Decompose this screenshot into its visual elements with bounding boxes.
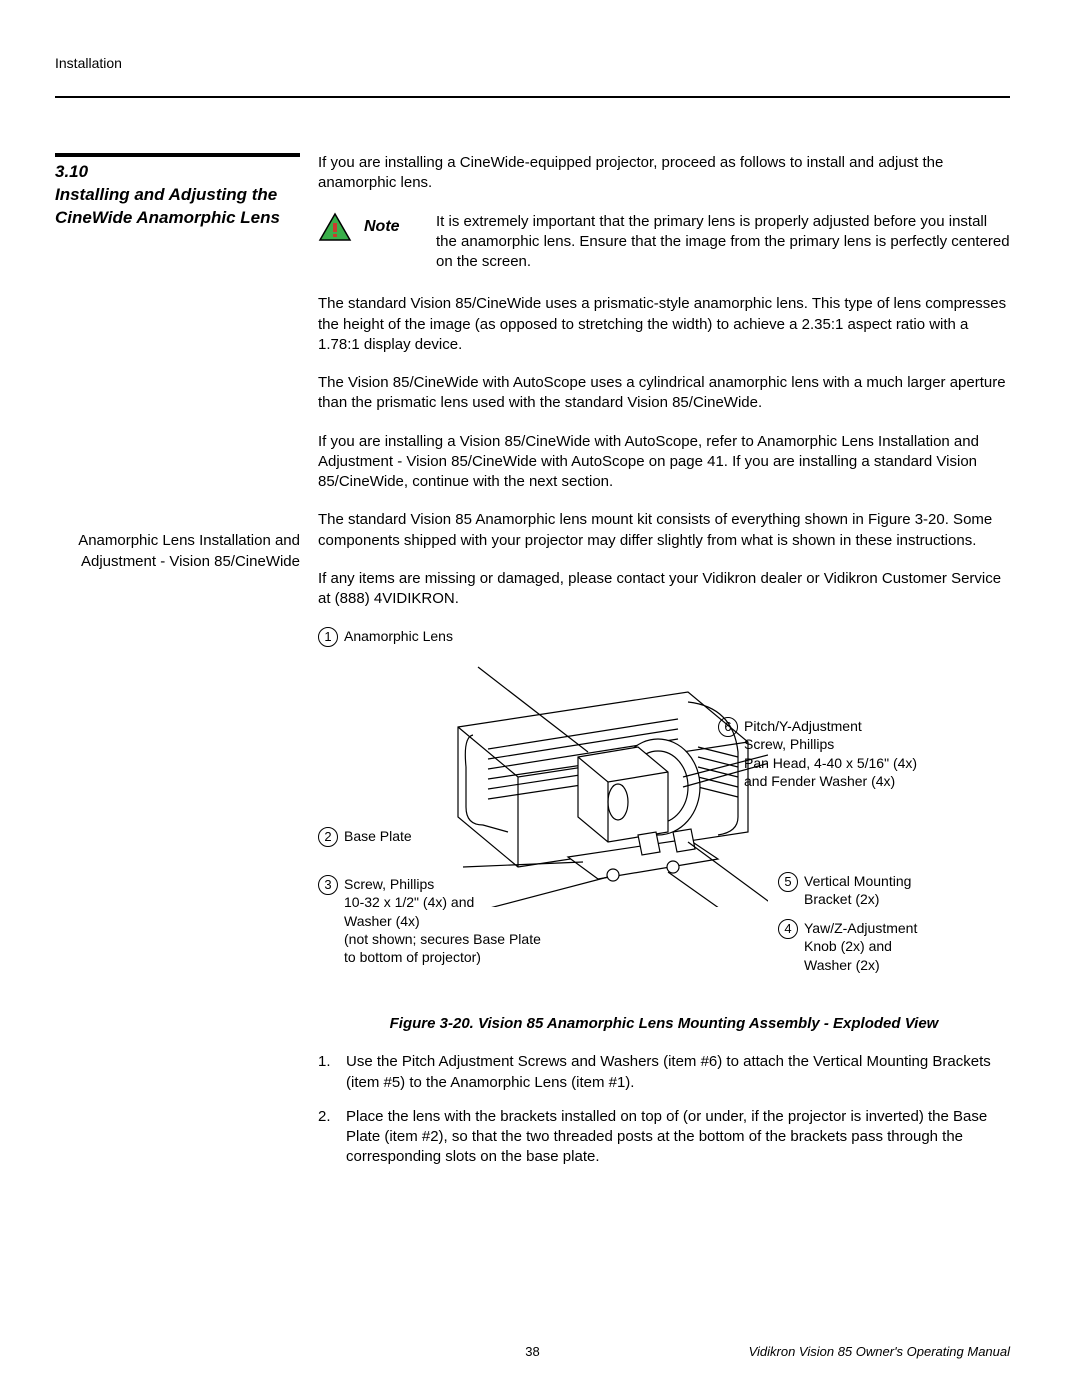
- section-bar: [55, 153, 300, 157]
- step-1: Use the Pitch Adjustment Screws and Wash…: [318, 1052, 1010, 1093]
- section-number: 3.10: [55, 162, 88, 181]
- callout-num-4: 4: [778, 919, 798, 939]
- callout-num-5: 5: [778, 872, 798, 892]
- warning-triangle-icon: [318, 212, 352, 242]
- paragraph-5: If any items are missing or damaged, ple…: [318, 569, 1010, 610]
- callout-text-6: Pitch/Y-Adjustment Screw, Phillips Pan H…: [744, 717, 917, 790]
- step-list: Use the Pitch Adjustment Screws and Wash…: [318, 1052, 1010, 1167]
- callout-3: 3 Screw, Phillips 10-32 x 1/2" (4x) and …: [318, 875, 541, 966]
- callout-num-3: 3: [318, 875, 338, 895]
- left-column: 3.10 Installing and Adjusting the CineWi…: [55, 153, 300, 1182]
- callout-6: 6 Pitch/Y-Adjustment Screw, Phillips Pan…: [718, 717, 917, 790]
- figure-area: 1 Anamorphic Lens 2 Base Plate 3 Screw, …: [318, 627, 1010, 997]
- page-number: 38: [525, 1344, 539, 1359]
- callout-text-5: Vertical Mounting Bracket (2x): [804, 872, 911, 908]
- paragraph-4: The standard Vision 85 Anamorphic lens m…: [318, 510, 1010, 551]
- paragraph-3: If you are installing a Vision 85/CineWi…: [318, 432, 1010, 493]
- footer: 38 Vidikron Vision 85 Owner's Operating …: [55, 1344, 1010, 1359]
- note-block: Note It is extremely important that the …: [318, 212, 1010, 273]
- footer-doc-title: Vidikron Vision 85 Owner's Operating Man…: [749, 1344, 1010, 1359]
- note-text: It is extremely important that the prima…: [436, 212, 1010, 273]
- callout-4: 4 Yaw/Z-Adjustment Knob (2x) and Washer …: [778, 919, 917, 974]
- section-title: Installing and Adjusting the CineWide An…: [55, 185, 280, 227]
- callout-text-4: Yaw/Z-Adjustment Knob (2x) and Washer (2…: [804, 919, 917, 974]
- header-rule: [55, 96, 1010, 98]
- intro-paragraph: If you are installing a CineWide-equippe…: [318, 153, 1010, 194]
- section-heading: 3.10 Installing and Adjusting the CineWi…: [55, 161, 300, 230]
- paragraph-1: The standard Vision 85/CineWide uses a p…: [318, 294, 1010, 355]
- callout-text-1: Anamorphic Lens: [344, 627, 453, 645]
- callout-5: 5 Vertical Mounting Bracket (2x): [778, 872, 911, 908]
- callout-num-2: 2: [318, 827, 338, 847]
- callout-num-6: 6: [718, 717, 738, 737]
- content-area: 3.10 Installing and Adjusting the CineWi…: [55, 153, 1010, 1182]
- header-label: Installation: [55, 55, 1010, 71]
- callout-text-3: Screw, Phillips 10-32 x 1/2" (4x) and Wa…: [344, 875, 541, 966]
- callout-text-2: Base Plate: [344, 827, 412, 845]
- paragraph-2: The Vision 85/CineWide with AutoScope us…: [318, 373, 1010, 414]
- right-column: If you are installing a CineWide-equippe…: [318, 153, 1010, 1182]
- callout-2: 2 Base Plate: [318, 827, 412, 847]
- figure-caption: Figure 3-20. Vision 85 Anamorphic Lens M…: [318, 1015, 1010, 1032]
- callout-num-1: 1: [318, 627, 338, 647]
- step-2: Place the lens with the brackets install…: [318, 1107, 1010, 1168]
- note-label: Note: [364, 212, 424, 236]
- callout-1: 1 Anamorphic Lens: [318, 627, 453, 647]
- sub-heading: Anamorphic Lens Installation and Adjustm…: [55, 530, 300, 572]
